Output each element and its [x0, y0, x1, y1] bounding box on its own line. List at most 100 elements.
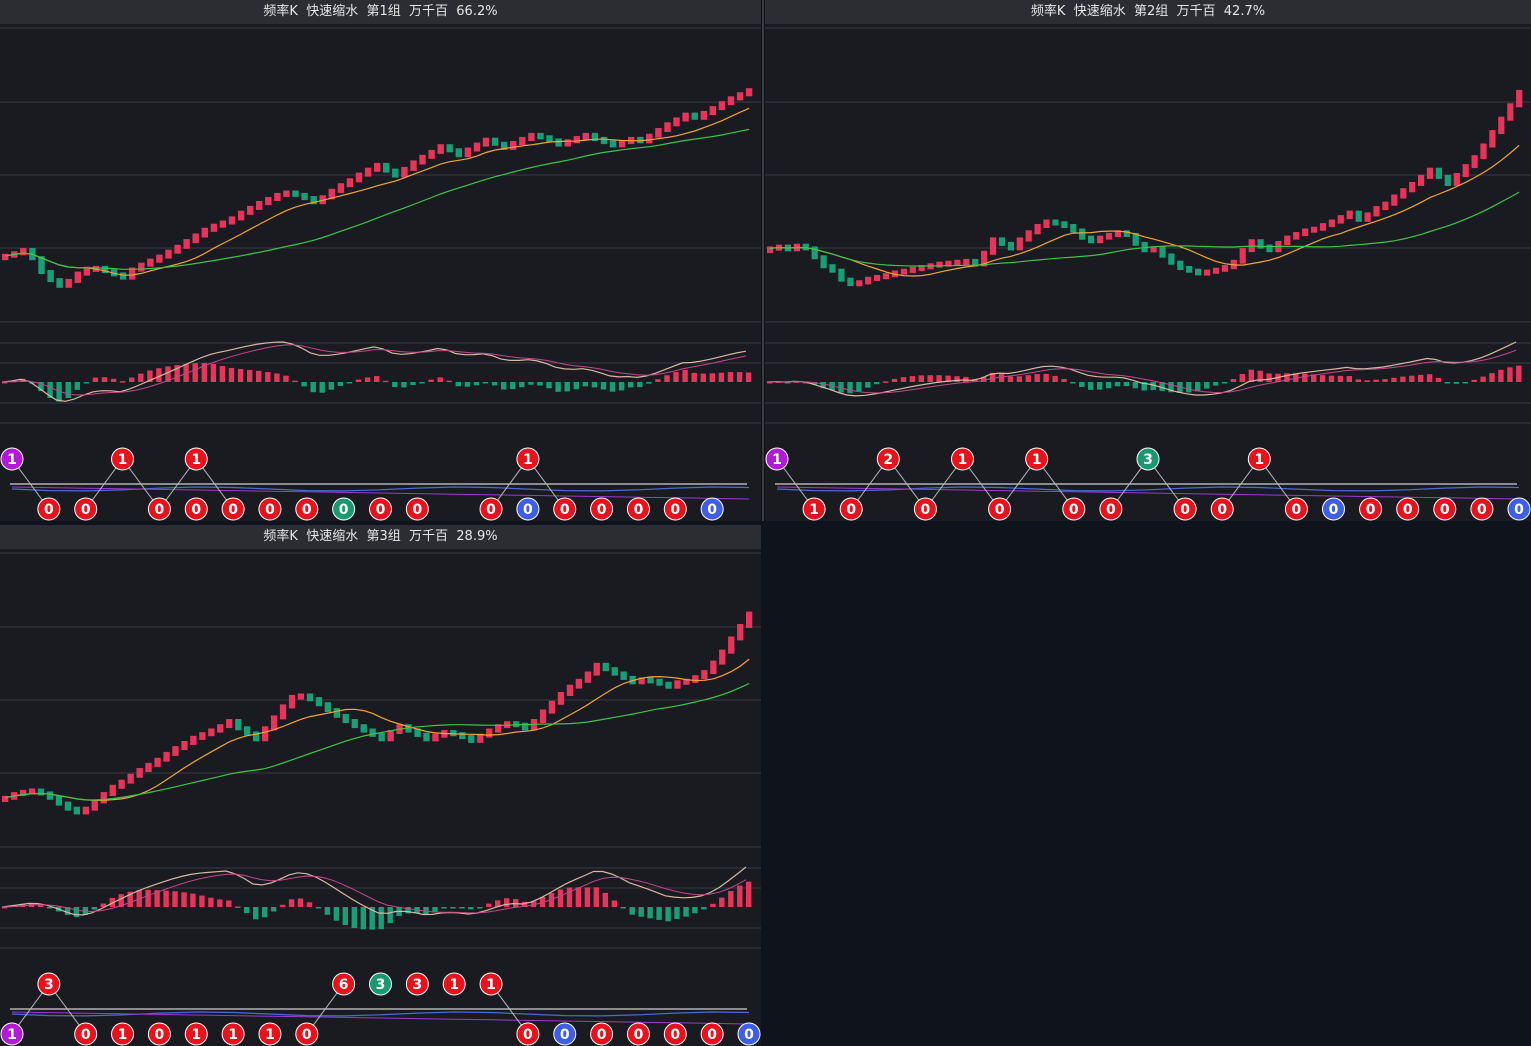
macd-bar — [47, 382, 53, 398]
candle — [655, 128, 662, 138]
candle — [208, 728, 215, 737]
macd-bar — [1025, 375, 1031, 382]
candle — [1382, 201, 1389, 211]
chart-panel-2[interactable]: 频率K 快速缩水 第2组 万千百 42.7% 1 2 1 1 3 1 1 0 0 0 0 0 0 0 0 0 0… — [765, 0, 1531, 521]
macd-bar — [548, 893, 555, 907]
candle — [700, 110, 707, 120]
panel-title: 频率K 快速缩水 第2组 万千百 42.7% — [765, 0, 1531, 24]
bubble-label: 2 — [883, 452, 893, 468]
candle — [47, 270, 54, 283]
macd-bar — [521, 901, 528, 907]
macd-bar — [181, 892, 187, 907]
macd-bar — [989, 372, 996, 382]
candle — [129, 267, 136, 280]
candle — [1114, 230, 1121, 237]
candle — [228, 216, 236, 225]
candle — [691, 112, 698, 120]
candle — [1516, 89, 1523, 108]
macd-bar — [530, 900, 537, 907]
bubble-label: 1 — [958, 452, 968, 468]
macd-bar — [441, 907, 447, 909]
candle — [292, 190, 299, 197]
bubble-label: 1 — [118, 1027, 128, 1043]
macd-bar — [1453, 382, 1460, 384]
macd-bar — [333, 907, 340, 921]
macd-bar — [237, 368, 244, 382]
bubble-bottom — [74, 497, 98, 521]
bubble-label: 3 — [1143, 452, 1153, 468]
candle — [972, 258, 979, 267]
macd-bar — [387, 907, 393, 924]
ma-short-line — [5, 107, 750, 276]
bubble-label: 0 — [265, 502, 275, 518]
chart-panel-3[interactable]: 频率K 快速缩水 第3组 万千百 28.9% 3 6 3 3 1 1 1 0 1 0 1 1 1 0 0 0 0… — [0, 525, 761, 1046]
candle — [584, 671, 591, 683]
bubble-label: 1 — [191, 452, 201, 468]
macd-bar — [455, 382, 461, 387]
candle — [710, 660, 717, 675]
macd-bar — [1302, 373, 1308, 382]
macd-bar — [537, 382, 543, 386]
macd-bar — [963, 376, 969, 382]
bubble-bottom — [590, 1022, 614, 1046]
macd-bar — [192, 363, 198, 382]
macd-bar — [1516, 365, 1522, 382]
macd-bar — [701, 907, 707, 910]
macd-bar — [646, 382, 652, 384]
macd-bar — [1319, 375, 1326, 382]
candle — [1079, 228, 1086, 240]
macd-bar — [1088, 382, 1094, 390]
macd-bar — [628, 382, 634, 388]
candle — [1328, 219, 1335, 228]
macd-bar — [737, 885, 743, 907]
macd-bar — [208, 897, 214, 907]
bubble-label: 0 — [376, 502, 386, 518]
candle — [582, 132, 589, 141]
candle — [683, 678, 690, 685]
macd-bar — [1221, 382, 1228, 384]
candle — [674, 680, 681, 689]
candle — [1097, 235, 1104, 244]
chart-svg-1: 1 1 1 1 0 0 0 0 0 0 0 0 0 0 0 0 0 0 0 0 0 — [0, 27, 761, 521]
bubble-label: 1 — [118, 452, 128, 468]
candle — [405, 724, 412, 733]
candle — [432, 733, 439, 742]
macd-bar — [306, 902, 313, 907]
bubble-label: 0 — [1106, 502, 1116, 518]
candle — [1489, 130, 1496, 148]
macd-bar — [256, 370, 262, 382]
bubble-label: 6 — [339, 977, 349, 993]
macd-bar — [838, 382, 844, 393]
bubble-bottom — [221, 497, 245, 521]
macd-bar — [495, 900, 501, 907]
macd-bar — [292, 380, 298, 383]
candle — [262, 726, 269, 742]
candle — [428, 149, 435, 159]
macd-bar — [464, 382, 471, 387]
macd-bar — [1079, 382, 1085, 387]
candle — [1221, 265, 1228, 272]
macd-bar — [546, 382, 552, 389]
macd-bar — [736, 372, 743, 382]
macd-bar — [637, 382, 643, 388]
macd-bar — [1159, 382, 1165, 391]
bubble-label: 0 — [1329, 502, 1339, 518]
macd-bar — [378, 907, 384, 930]
bubble-bottom — [184, 1022, 208, 1046]
candle — [1257, 239, 1264, 249]
macd-bar — [1230, 379, 1237, 382]
bubble-label: 1 — [1254, 452, 1264, 468]
chart-panel-1[interactable]: 频率K 快速缩水 第1组 万千百 66.2% 1 1 1 1 0 0 0 0 0 0 0 0 0 0 0 0 0… — [0, 0, 761, 521]
macd-bar — [865, 382, 871, 388]
macd-bar — [138, 373, 144, 382]
candle — [337, 183, 345, 193]
macd-bar — [710, 903, 716, 907]
candle — [829, 264, 836, 273]
candle — [936, 261, 943, 268]
candle — [1319, 223, 1327, 231]
candle — [1239, 248, 1246, 264]
candle — [274, 192, 281, 201]
candle — [351, 719, 358, 729]
macd-bar — [1132, 382, 1138, 389]
candle — [119, 272, 127, 280]
